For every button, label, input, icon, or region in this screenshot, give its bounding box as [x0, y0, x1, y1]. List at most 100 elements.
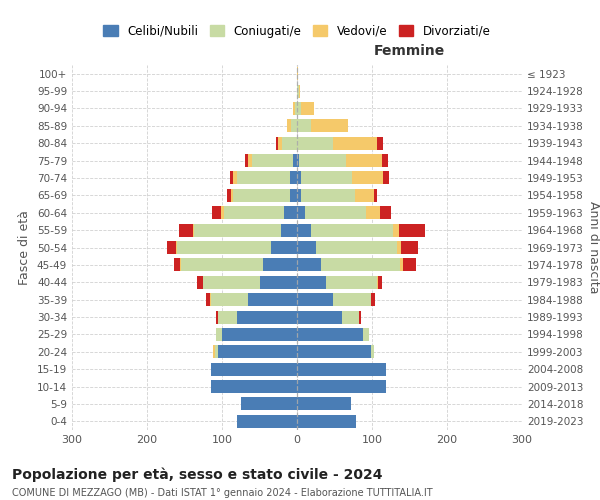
Bar — [366, 206, 380, 220]
Bar — [377, 136, 383, 149]
Bar — [297, 206, 305, 220]
Bar — [342, 310, 359, 324]
Bar — [176, 241, 177, 254]
Bar — [401, 241, 418, 254]
Bar — [222, 328, 297, 341]
Bar — [215, 346, 218, 358]
Bar — [237, 310, 297, 324]
Bar — [203, 276, 260, 289]
Bar — [229, 172, 233, 184]
Bar — [218, 346, 297, 358]
Bar — [333, 136, 377, 149]
Y-axis label: Fasce di età: Fasce di età — [19, 210, 31, 285]
Bar — [400, 258, 403, 272]
Bar — [248, 293, 297, 306]
Bar — [233, 172, 237, 184]
Bar — [180, 258, 181, 272]
Bar — [197, 276, 203, 289]
Bar — [210, 293, 211, 306]
Bar — [299, 84, 300, 98]
Bar — [301, 172, 352, 184]
Bar — [297, 120, 311, 132]
Text: COMUNE DI MEZZAGO (MB) - Dati ISTAT 1° gennaio 2024 - Elaborazione TUTTITALIA.IT: COMUNE DI MEZZAGO (MB) - Dati ISTAT 1° g… — [12, 488, 433, 498]
Bar — [297, 328, 363, 341]
Text: Femmine: Femmine — [374, 44, 445, 58]
Bar — [378, 276, 382, 289]
Bar — [383, 172, 389, 184]
Bar — [181, 258, 263, 272]
Bar — [293, 102, 295, 115]
Bar — [223, 206, 284, 220]
Bar — [371, 293, 375, 306]
Bar — [297, 172, 301, 184]
Bar — [167, 241, 176, 254]
Bar — [194, 224, 281, 236]
Bar — [293, 154, 297, 167]
Bar — [252, 154, 293, 167]
Bar — [373, 189, 377, 202]
Bar — [297, 102, 301, 115]
Bar — [359, 310, 361, 324]
Bar — [297, 362, 386, 376]
Bar — [301, 189, 355, 202]
Bar — [211, 380, 297, 393]
Bar — [282, 136, 297, 149]
Bar — [278, 136, 282, 149]
Bar — [284, 206, 297, 220]
Bar — [218, 310, 237, 324]
Bar — [297, 310, 342, 324]
Bar — [211, 293, 248, 306]
Bar — [297, 346, 371, 358]
Bar — [248, 154, 252, 167]
Y-axis label: Anni di nascita: Anni di nascita — [587, 201, 600, 294]
Bar — [260, 276, 297, 289]
Bar — [305, 206, 366, 220]
Bar — [316, 241, 397, 254]
Bar — [393, 224, 399, 236]
Bar — [216, 310, 218, 324]
Bar — [295, 102, 297, 115]
Bar — [206, 293, 210, 306]
Bar — [213, 346, 215, 358]
Bar — [271, 241, 297, 254]
Bar — [177, 241, 271, 254]
Bar — [297, 398, 351, 410]
Bar — [211, 362, 297, 376]
Bar — [346, 154, 382, 167]
Bar — [297, 293, 333, 306]
Bar — [291, 120, 297, 132]
Bar — [263, 258, 297, 272]
Bar — [297, 276, 325, 289]
Bar — [363, 328, 369, 341]
Bar — [174, 258, 180, 272]
Bar — [355, 189, 373, 202]
Bar — [325, 276, 377, 289]
Bar — [382, 154, 388, 167]
Bar — [352, 172, 383, 184]
Bar — [241, 398, 297, 410]
Text: Popolazione per età, sesso e stato civile - 2024: Popolazione per età, sesso e stato civil… — [12, 468, 383, 482]
Bar — [245, 154, 248, 167]
Bar — [301, 102, 314, 115]
Bar — [276, 136, 278, 149]
Legend: Celibi/Nubili, Coniugati/e, Vedovi/e, Divorziati/e: Celibi/Nubili, Coniugati/e, Vedovi/e, Di… — [98, 20, 496, 42]
Bar — [297, 67, 298, 80]
Bar — [237, 415, 297, 428]
Bar — [311, 224, 393, 236]
Bar — [311, 120, 348, 132]
Bar — [290, 189, 297, 202]
Bar — [233, 189, 290, 202]
Bar — [299, 154, 346, 167]
Bar — [297, 241, 316, 254]
Bar — [399, 224, 425, 236]
Bar — [397, 241, 401, 254]
Bar — [297, 154, 299, 167]
Bar — [212, 206, 221, 220]
Bar — [227, 189, 231, 202]
Bar — [333, 293, 371, 306]
Bar — [287, 120, 291, 132]
Bar — [403, 258, 416, 272]
Bar — [371, 346, 374, 358]
Bar — [297, 136, 333, 149]
Bar — [231, 189, 233, 202]
